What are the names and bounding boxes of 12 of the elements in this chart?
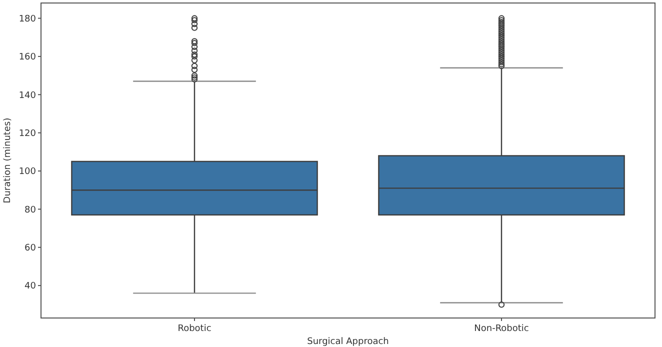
x-tick-label: Robotic [178,324,212,334]
y-tick-label: 60 [24,244,36,254]
y-axis-title: Duration (minutes) [3,118,13,204]
y-tick-label: 140 [18,90,36,101]
y-tick-label: 80 [24,205,36,216]
y-tick-label: 100 [18,167,36,178]
y-tick-label: 160 [18,52,36,63]
x-axis-title: Surgical Approach [307,337,389,347]
y-tick-label: 40 [24,282,36,292]
y-tick-label: 120 [18,128,36,139]
y-tick-label: 180 [18,14,36,24]
x-tick-label: Non-Robotic [474,324,529,334]
